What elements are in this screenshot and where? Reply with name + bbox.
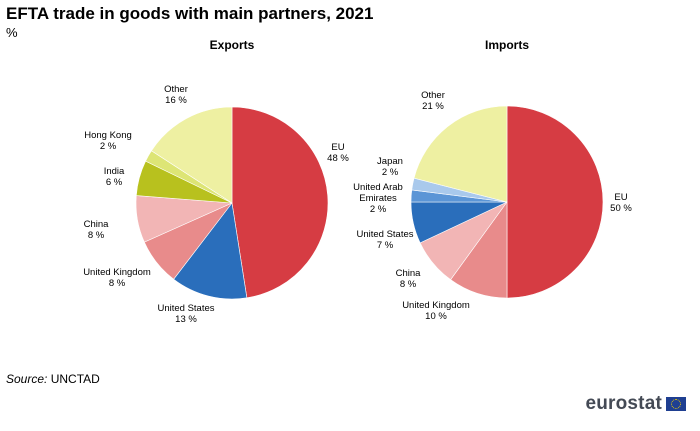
slice-label-japan: Japan 2 % [377, 156, 403, 178]
pie-slice-united-states [173, 202, 248, 300]
slice-label-united-states: United States 13 % [157, 303, 214, 325]
pie-slice-other [151, 106, 233, 204]
pie-slice-eu [506, 105, 604, 299]
slice-label-other: Other 21 % [421, 90, 445, 112]
source-value: UNCTAD [50, 372, 100, 386]
slice-label-eu: EU 50 % [610, 192, 632, 214]
pie-title-1: Imports [485, 38, 529, 52]
slice-label-united-kingdom: United Kingdom 10 % [402, 300, 470, 322]
pie-slice-eu [231, 106, 329, 299]
slice-label-hong-kong: Hong Kong 2 % [84, 130, 132, 152]
slice-label-eu: EU 48 % [327, 142, 349, 164]
slice-label-india: India 6 % [104, 166, 125, 188]
pie-slice-other [413, 105, 508, 203]
chart-subtitle: % [6, 25, 18, 40]
chart-title: EFTA trade in goods with main partners, … [6, 4, 374, 23]
slice-label-china: China 8 % [84, 219, 110, 241]
slice-label-united-states: United States 7 % [356, 229, 413, 251]
slice-label-united-kingdom: United Kingdom 8 % [83, 267, 151, 289]
eu-flag-icon [666, 397, 686, 411]
slice-label-china: China 8 % [396, 268, 422, 290]
logo-text: eurostat [585, 393, 662, 414]
slice-label-other: Other 16 % [164, 84, 188, 106]
eurostat-logo: eurostat [585, 393, 686, 415]
pie-title-0: Exports [210, 38, 255, 52]
slice-label-united-arab-emirates: United Arab Emirates 2 % [353, 182, 403, 215]
source-note: Source: UNCTAD [6, 372, 100, 386]
source-label: Source: [6, 372, 48, 386]
